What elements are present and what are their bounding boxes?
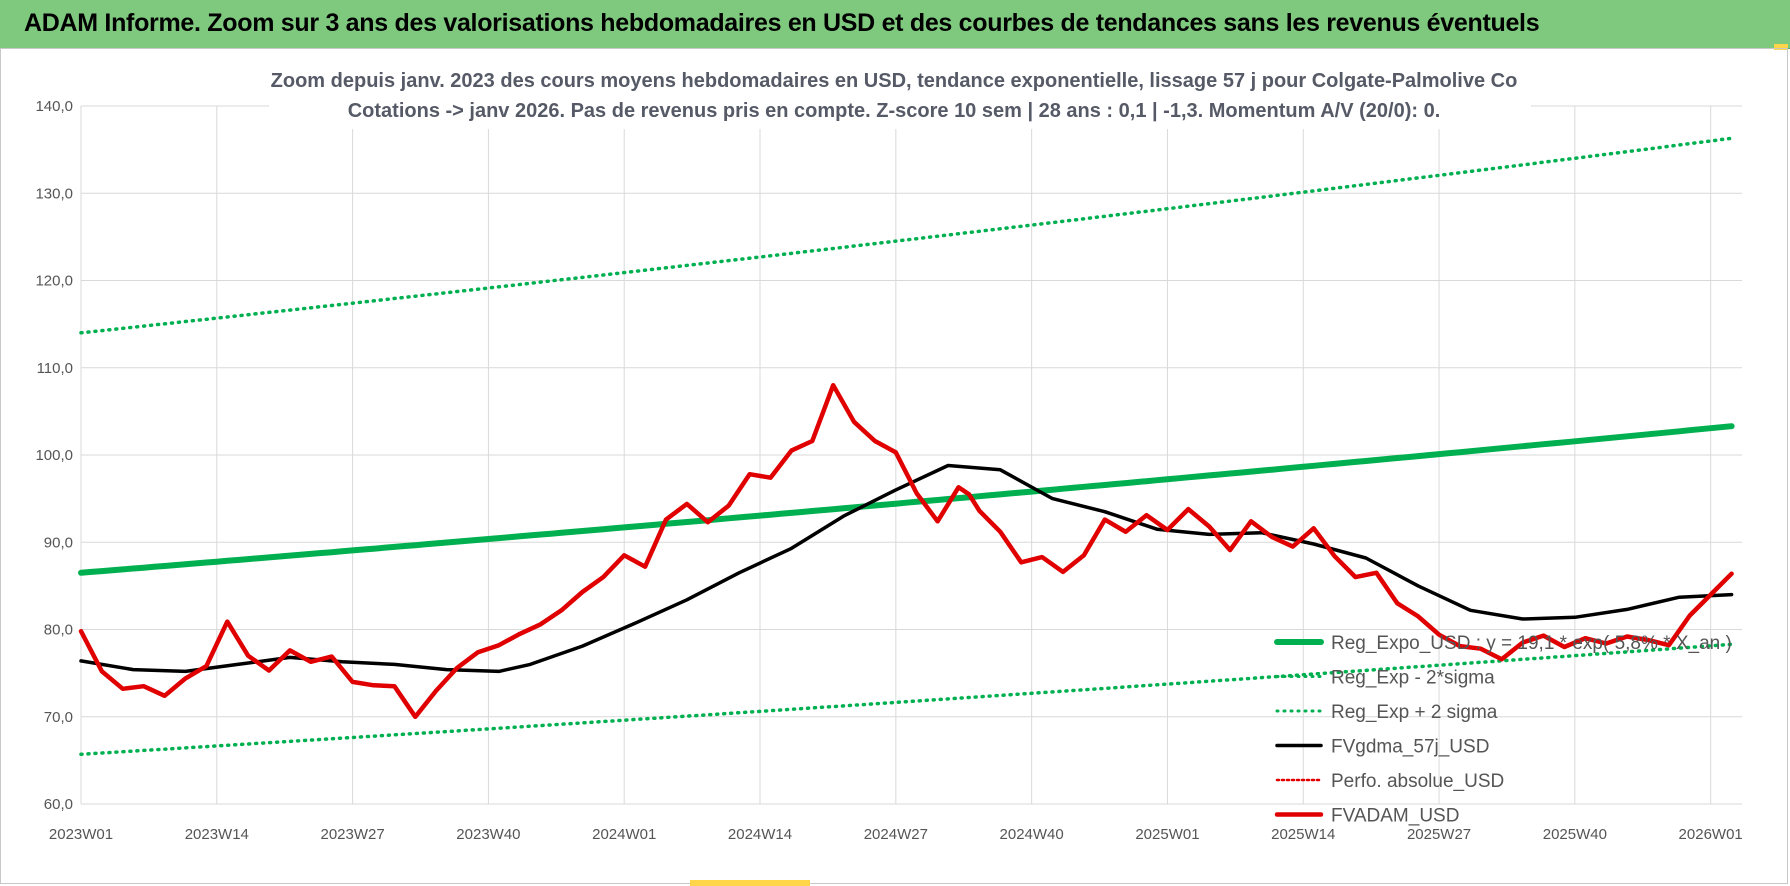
y-tick-label: 110,0	[37, 360, 73, 377]
series-line-1	[79, 642, 1734, 757]
bottom-marker	[690, 880, 810, 886]
title-banner: ADAM Informe. Zoom sur 3 ans des valoris…	[0, 0, 1790, 49]
y-tick-label: 80,0	[44, 622, 73, 639]
x-tick-label: 2023W27	[321, 826, 385, 843]
y-tick-label: 140,0	[35, 98, 73, 115]
x-tick-label: 2026W01	[1679, 826, 1743, 843]
series-line-2	[79, 136, 1734, 335]
x-tick-label: 2024W40	[1000, 826, 1064, 843]
legend-label: Reg_Exp + 2 sigma	[1331, 702, 1498, 723]
series-line-0	[78, 423, 1735, 576]
chart-title-line2: Cotations -> janv 2026. Pas de revenus p…	[348, 100, 1441, 122]
banner-title: ADAM Informe. Zoom sur 3 ans des valoris…	[24, 9, 1540, 37]
y-tick-label: 90,0	[44, 534, 73, 551]
legend: Reg_Expo_USD : y = 19,1 * exp( 5,8% * X_…	[1274, 633, 1732, 827]
series-line-3	[79, 463, 1734, 674]
chart-frame: 60,0 70,0 80,0 90,0 100,0 110,0 120,0 130,0 140,…	[0, 48, 1788, 884]
series-line-5	[78, 382, 1734, 720]
x-tick-label: 2023W14	[185, 826, 249, 843]
y-tick-label: 60,0	[44, 796, 73, 813]
gridlines	[80, 105, 1742, 805]
legend-label: FVADAM_USD	[1331, 806, 1459, 827]
chart: 60,0 70,0 80,0 90,0 100,0 110,0 120,0 130,0 140,…	[35, 63, 1743, 843]
x-tick-label: 2025W14	[1271, 826, 1335, 843]
series-layer	[78, 136, 1735, 757]
y-tick-label: 120,0	[35, 273, 73, 290]
x-tick-label: 2025W27	[1407, 826, 1471, 843]
y-tick-label: 100,0	[35, 447, 73, 464]
x-tick-label: 2024W27	[864, 826, 928, 843]
x-tick-label: 2023W01	[49, 826, 113, 843]
legend-label: Perfo. absolue_USD	[1331, 771, 1504, 792]
x-tick-label: 2024W14	[728, 826, 792, 843]
x-tick-label: 2025W01	[1135, 826, 1199, 843]
corner-marker	[1774, 44, 1788, 50]
title-background	[269, 63, 1531, 129]
x-tick-label: 2023W40	[456, 826, 520, 843]
x-tick-label: 2025W40	[1543, 826, 1607, 843]
y-axis: 60,0 70,0 80,0 90,0 100,0 110,0 120,0 130,0 140,…	[35, 98, 73, 813]
y-tick-label: 130,0	[35, 185, 73, 202]
y-tick-label: 70,0	[44, 709, 73, 726]
legend-label: Reg_Exp - 2*sigma	[1331, 668, 1495, 689]
x-axis: 2023W01 2023W14 2023W27 2023W40 2024W01 2024W…	[49, 826, 1743, 843]
legend-label: Reg_Expo_USD : y = 19,1 * exp( 5,8% * X_…	[1331, 633, 1732, 654]
legend-label: FVgdma_57j_USD	[1331, 737, 1489, 758]
chart-title-line1: Zoom depuis janv. 2023 des cours moyens …	[271, 70, 1518, 92]
x-tick-label: 2024W01	[592, 826, 656, 843]
